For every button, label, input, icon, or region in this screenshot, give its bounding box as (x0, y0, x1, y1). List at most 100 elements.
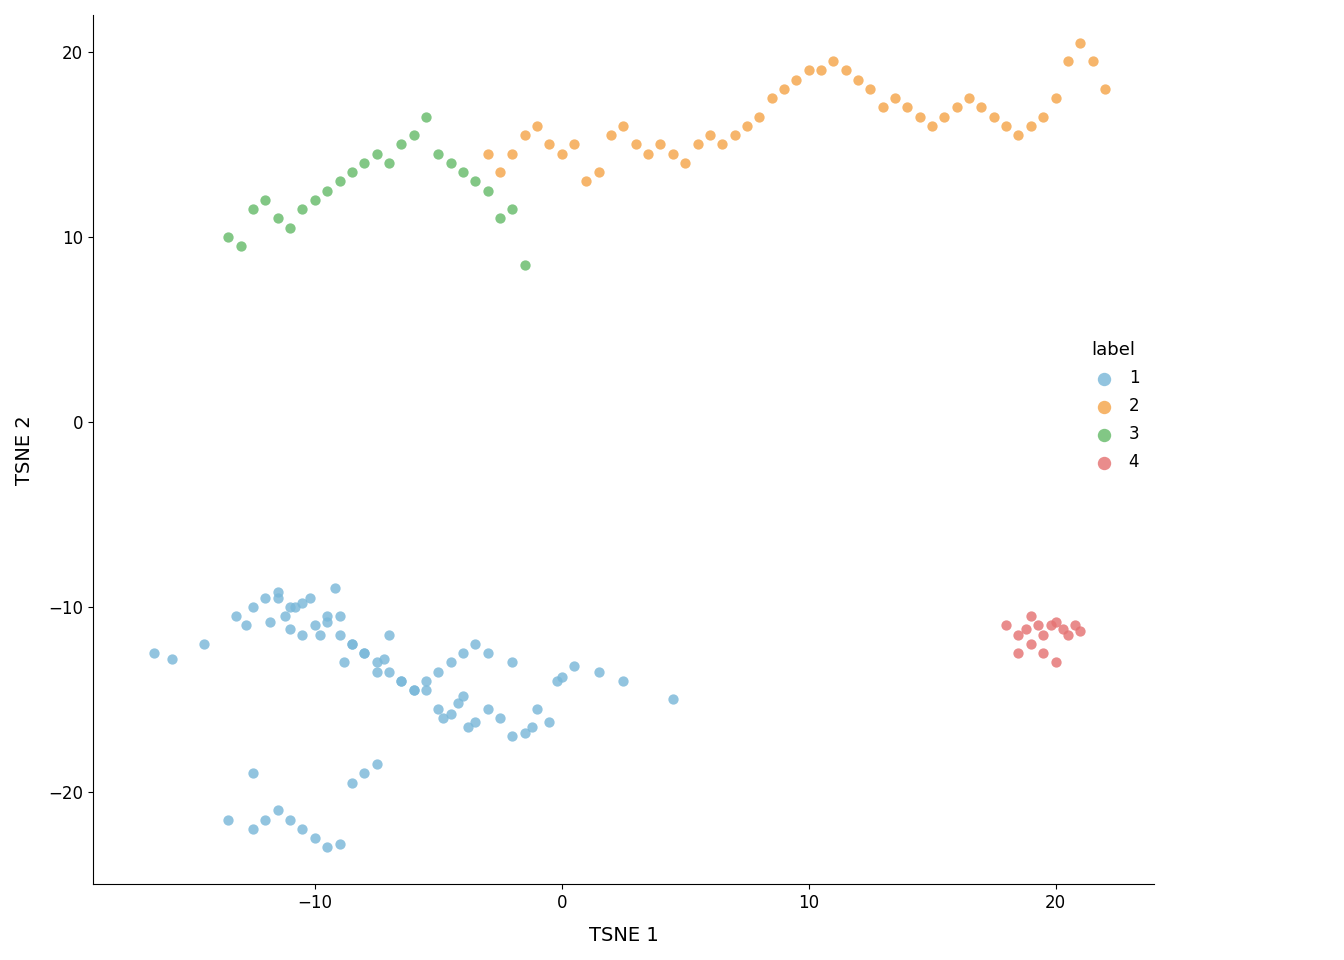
3 (329, 174, 351, 189)
1 (161, 651, 183, 666)
1 (280, 812, 301, 828)
2 (761, 90, 782, 106)
3 (280, 220, 301, 235)
3 (427, 146, 449, 161)
1 (521, 719, 543, 734)
X-axis label: TSNE 1: TSNE 1 (589, 926, 659, 945)
1 (366, 756, 387, 772)
Point (1020, 118, 1042, 133)
Point (823, 54, 844, 69)
1 (403, 683, 425, 698)
1 (309, 627, 331, 642)
4 (1027, 617, 1048, 633)
1 (224, 609, 246, 624)
3 (218, 229, 239, 245)
1 (663, 692, 684, 708)
3 (378, 156, 399, 171)
2 (589, 164, 610, 180)
2 (649, 137, 671, 153)
4 (1020, 609, 1042, 624)
1 (292, 595, 313, 611)
Point (847, 72, 868, 87)
3 (415, 109, 437, 125)
Point (996, 118, 1017, 133)
2 (575, 174, 597, 189)
4 (1032, 645, 1054, 660)
4 (1070, 623, 1091, 638)
1 (433, 710, 454, 726)
4 (1008, 645, 1030, 660)
1 (300, 590, 321, 606)
1 (255, 590, 277, 606)
1 (353, 645, 375, 660)
1 (333, 655, 355, 670)
2 (613, 118, 634, 133)
1 (452, 645, 473, 660)
1 (439, 655, 461, 670)
2 (798, 62, 820, 78)
Point (1082, 54, 1103, 69)
1 (329, 836, 351, 852)
Y-axis label: TSNE 2: TSNE 2 (15, 415, 34, 485)
2 (699, 128, 720, 143)
2 (527, 118, 548, 133)
1 (292, 627, 313, 642)
2 (625, 137, 646, 153)
3 (501, 202, 523, 217)
3 (439, 156, 461, 171)
3 (366, 146, 387, 161)
Point (958, 90, 980, 106)
Point (922, 118, 943, 133)
Point (884, 90, 906, 106)
1 (292, 821, 313, 836)
2 (501, 146, 523, 161)
3 (391, 137, 413, 153)
1 (457, 719, 478, 734)
Point (1058, 54, 1079, 69)
1 (448, 695, 469, 710)
1 (316, 840, 337, 855)
3 (403, 128, 425, 143)
Point (1094, 82, 1116, 97)
1 (242, 599, 263, 614)
1 (539, 714, 560, 730)
2 (687, 137, 708, 153)
Point (835, 62, 856, 78)
1 (391, 673, 413, 688)
2 (737, 118, 758, 133)
1 (366, 655, 387, 670)
4 (1008, 627, 1030, 642)
1 (366, 664, 387, 680)
4 (1044, 614, 1066, 630)
1 (563, 659, 585, 674)
1 (316, 609, 337, 624)
1 (280, 599, 301, 614)
1 (242, 766, 263, 781)
3 (292, 202, 313, 217)
3 (513, 257, 535, 273)
2 (749, 109, 770, 125)
4 (1058, 627, 1079, 642)
Point (934, 109, 956, 125)
1 (304, 617, 325, 633)
1 (415, 683, 437, 698)
4 (1044, 655, 1066, 670)
Point (896, 100, 918, 115)
1 (551, 669, 573, 684)
1 (267, 585, 289, 600)
2 (477, 146, 499, 161)
1 (341, 636, 363, 652)
Point (860, 82, 882, 97)
4 (996, 617, 1017, 633)
1 (235, 617, 257, 633)
Point (872, 100, 894, 115)
3 (477, 183, 499, 199)
3 (255, 192, 277, 207)
2 (563, 137, 585, 153)
4 (1032, 627, 1054, 642)
3 (465, 174, 487, 189)
1 (613, 673, 634, 688)
1 (589, 664, 610, 680)
3 (267, 211, 289, 227)
1 (242, 821, 263, 836)
